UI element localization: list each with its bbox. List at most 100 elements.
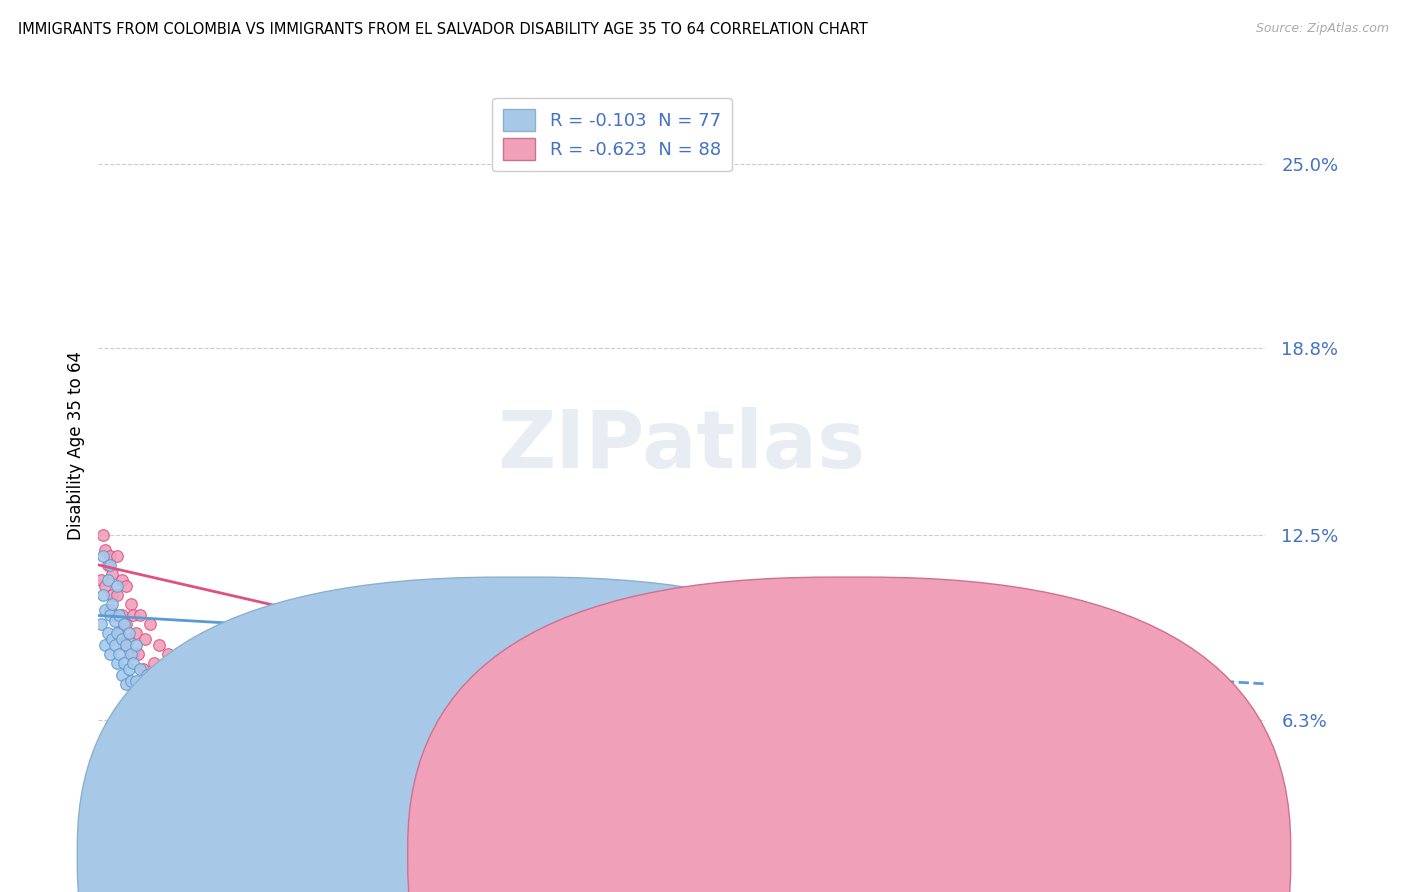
Point [101,588,124,602]
Point [228,706,250,721]
Point [91,588,114,602]
Point [101,566,124,581]
Point [91,549,114,563]
Point [193,662,215,676]
Point [111,573,134,587]
Point [125,638,148,652]
Point [148,638,170,652]
Point [120,597,142,611]
Point [176,727,198,741]
Point [134,686,156,700]
Point [309,715,332,730]
Point [91,528,114,542]
Text: Source: ZipAtlas.com: Source: ZipAtlas.com [1256,22,1389,36]
Point [118,662,141,676]
Text: 0.0%: 0.0% [93,846,135,863]
Point [120,647,142,661]
Point [97,558,120,572]
Point [297,736,319,750]
Point [94,602,117,616]
Point [624,757,647,772]
Point [321,727,343,741]
Point [1114,811,1136,825]
Point [194,722,217,736]
Point [104,638,127,652]
Point [98,608,121,623]
Point [1301,840,1323,855]
Point [741,796,763,810]
Point [186,698,208,712]
Point [111,632,134,647]
Point [162,698,184,712]
Point [127,647,149,661]
Point [437,736,460,750]
Point [200,727,222,741]
Point [215,727,238,741]
Point [1208,816,1230,830]
Point [94,638,117,652]
Point [120,673,142,688]
Point [98,647,121,661]
Point [115,579,138,593]
Point [297,757,319,772]
Point [134,632,156,647]
Point [787,805,810,819]
Point [115,617,138,632]
Point [90,617,112,632]
Point [695,787,717,801]
Point [974,816,997,830]
Point [250,736,273,750]
Point [717,775,740,789]
Point [239,686,262,700]
Point [105,588,128,602]
Point [344,722,367,736]
Point [108,647,131,661]
Point [94,579,117,593]
Point [391,751,413,765]
Point [763,787,786,801]
Point [105,626,128,640]
Point [148,706,170,721]
Point [1161,825,1184,839]
Point [200,698,222,712]
Point [671,766,693,780]
Point [159,713,181,727]
Point [974,745,997,759]
Point [108,608,131,623]
Point [122,608,145,623]
Point [122,647,145,661]
Point [180,668,202,682]
Point [1278,825,1301,839]
Point [111,608,134,623]
Point [1371,870,1393,884]
Text: ZIPatlas: ZIPatlas [498,407,866,485]
Point [157,647,180,661]
Point [228,736,250,750]
Point [125,673,148,688]
Point [108,626,131,640]
Point [122,686,145,700]
Point [111,668,134,682]
Point [600,722,623,736]
Point [112,638,135,652]
Point [1324,847,1347,861]
Point [928,796,950,810]
Point [215,691,238,706]
Point [94,543,117,558]
Point [1067,825,1090,839]
Point [367,736,389,750]
Point [530,766,553,780]
Point [132,677,155,691]
Text: IMMIGRANTS FROM COLOMBIA VS IMMIGRANTS FROM EL SALVADOR DISABILITY AGE 35 TO 64 : IMMIGRANTS FROM COLOMBIA VS IMMIGRANTS F… [18,22,868,37]
Point [554,745,576,759]
Point [647,780,669,795]
Point [141,677,163,691]
Point [143,698,166,712]
Point [413,727,436,741]
Point [600,775,623,789]
Point [105,549,128,563]
Point [139,617,162,632]
Point [787,736,810,750]
Point [101,632,124,647]
Point [262,745,284,759]
